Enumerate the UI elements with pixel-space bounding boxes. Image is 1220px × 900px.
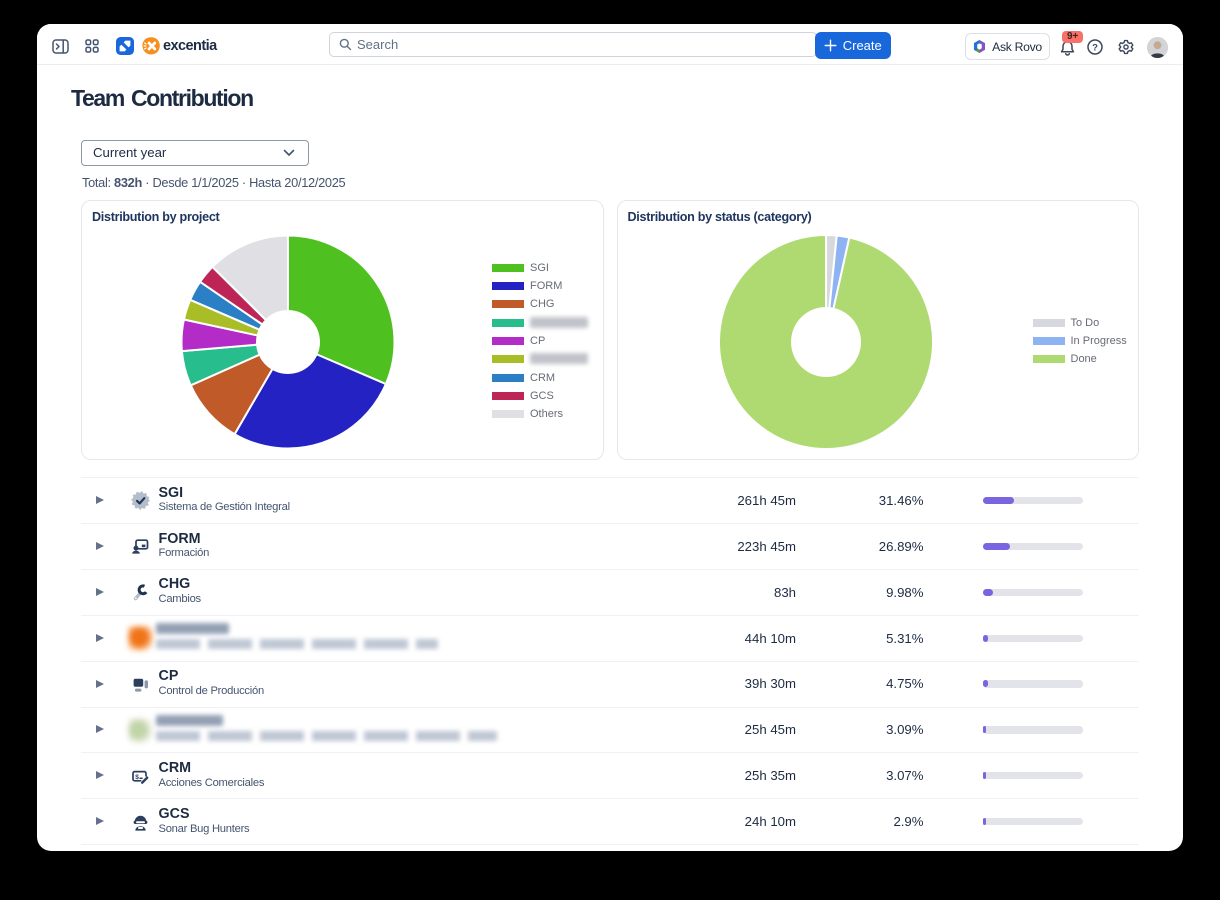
svg-text:$: $ <box>135 774 139 781</box>
svg-text:?: ? <box>1092 42 1098 53</box>
